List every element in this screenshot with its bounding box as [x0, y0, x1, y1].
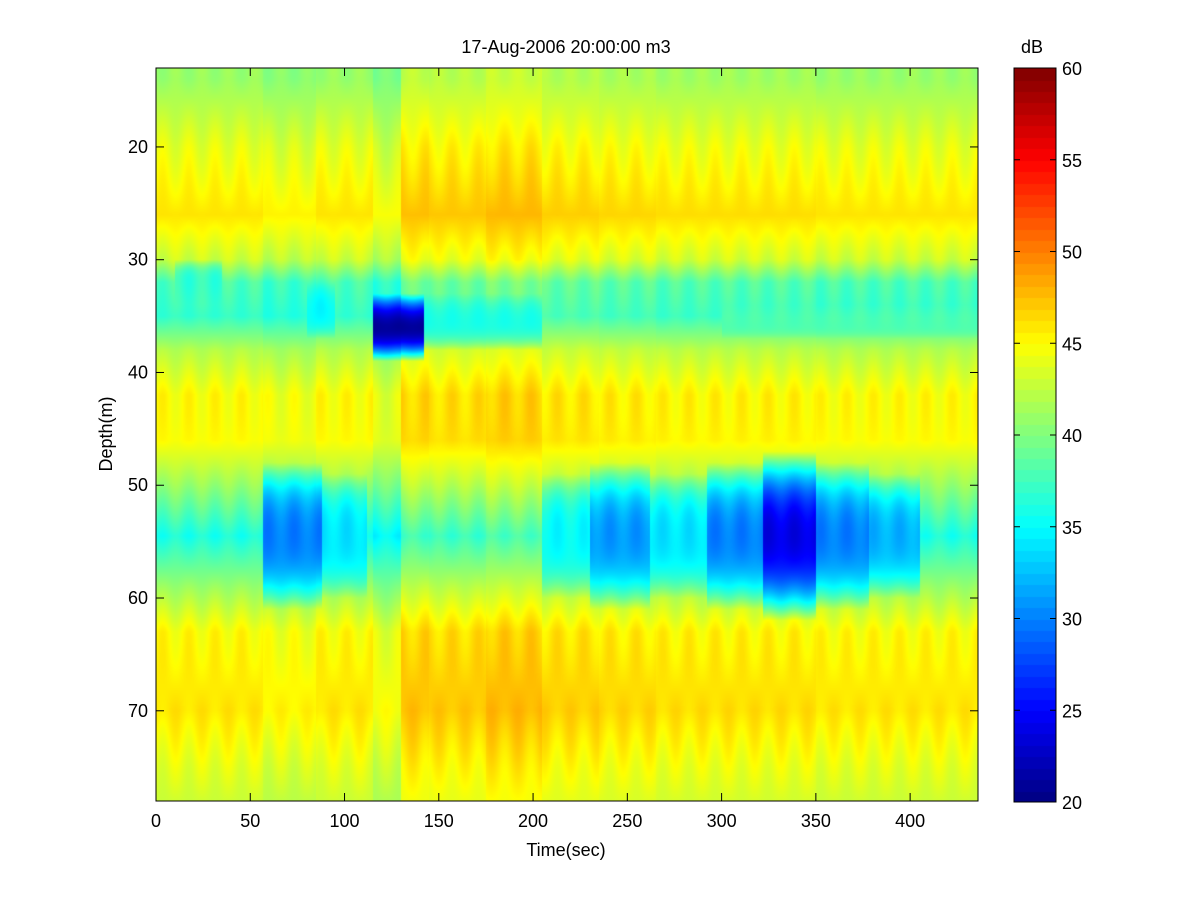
x-tick-label: 300: [707, 811, 737, 831]
colorbar-tick-label: 30: [1062, 610, 1082, 630]
x-axis-ticks: 0 50 100 150 200 250 300 350 400: [151, 68, 925, 831]
x-tick-label: 0: [151, 811, 161, 831]
y-tick-label: 30: [128, 250, 148, 270]
colorbar-tick-label: 25: [1062, 701, 1082, 721]
x-tick-label: 200: [518, 811, 548, 831]
y-tick-label: 40: [128, 362, 148, 382]
y-tick-label: 70: [128, 701, 148, 721]
chart-title: 17-Aug-2006 20:00:00 m3: [461, 37, 670, 57]
y-tick-label: 20: [128, 137, 148, 157]
x-tick-label: 250: [612, 811, 642, 831]
plot-frame: [155, 67, 979, 802]
x-axis-label: Time(sec): [526, 840, 605, 860]
colorbar-ticks: 20 25 30 35 40 45 50 55 60: [1014, 59, 1082, 813]
x-tick-label: 50: [240, 811, 260, 831]
x-tick-label: 400: [895, 811, 925, 831]
colorbar-label: dB: [1021, 37, 1043, 57]
colorbar-tick-label: 35: [1062, 518, 1082, 538]
colorbar-tick-label: 20: [1062, 793, 1082, 813]
x-tick-label: 350: [801, 811, 831, 831]
y-axis-label: Depth(m): [96, 396, 116, 471]
colorbar: 20 25 30 35 40 45 50 55 60 dB: [1013, 37, 1082, 813]
colorbar-tick-label: 60: [1062, 59, 1082, 79]
y-tick-label: 60: [128, 588, 148, 608]
heatmap-image: [156, 68, 978, 801]
colorbar-image: [1014, 68, 1056, 802]
x-tick-label: 150: [424, 811, 454, 831]
colorbar-tick-label: 50: [1062, 243, 1082, 263]
colorbar-tick-label: 40: [1062, 426, 1082, 446]
plot-area: 0 50 100 150 200 250 300 350 400 20 30 40 50 60 70: [128, 67, 979, 831]
y-axis-ticks: 20 30 40 50 60 70: [128, 137, 978, 721]
x-tick-label: 100: [330, 811, 360, 831]
colorbar-tick-label: 55: [1062, 151, 1082, 171]
y-tick-label: 50: [128, 475, 148, 495]
colorbar-tick-label: 45: [1062, 334, 1082, 354]
